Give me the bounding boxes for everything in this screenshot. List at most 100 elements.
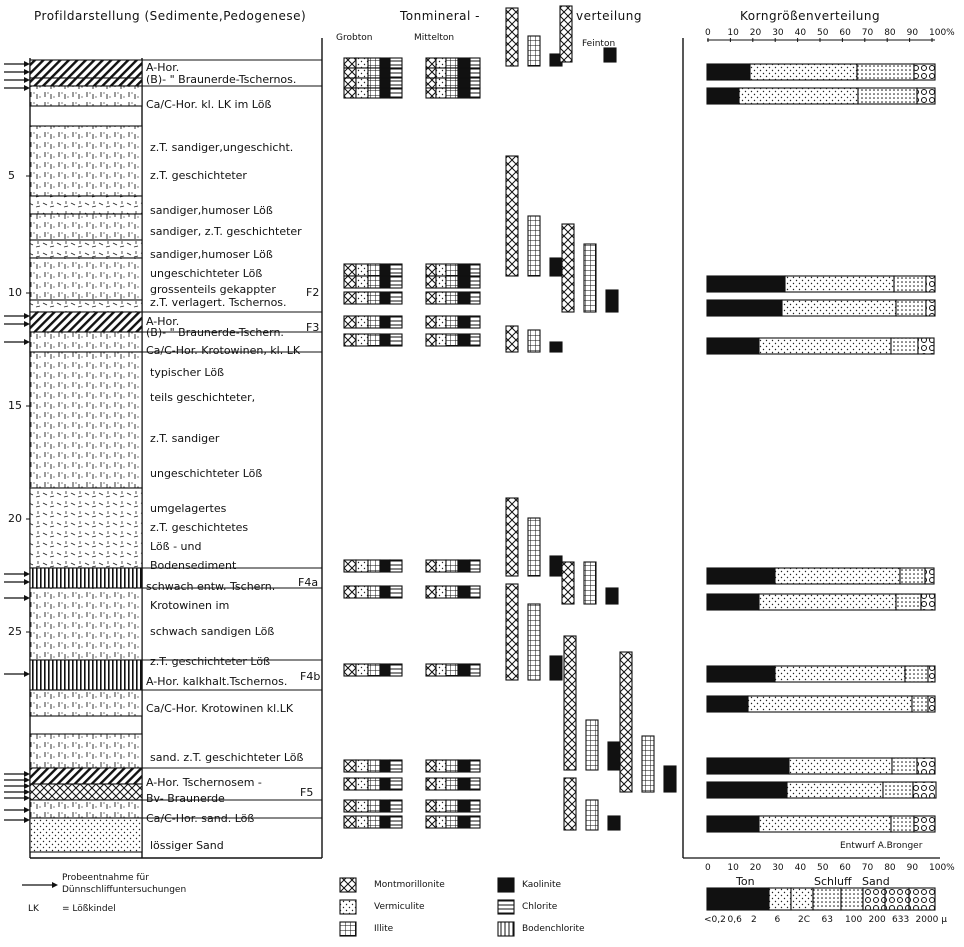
sample-arrow-head bbox=[24, 771, 30, 777]
grain-scale-bottom-label: 70 bbox=[861, 863, 874, 873]
grobton-bar bbox=[389, 559, 403, 573]
feinton-bar bbox=[549, 341, 563, 353]
clay-mineral-header-2: verteilung bbox=[576, 9, 643, 23]
grobton-bar bbox=[389, 585, 403, 599]
grain-size-bar bbox=[920, 593, 936, 611]
feinton-bar bbox=[605, 289, 619, 313]
mittelton-bar bbox=[469, 559, 481, 573]
grain-size-class-label: 633 bbox=[892, 915, 910, 925]
grain-size-bar bbox=[916, 87, 936, 105]
sample-arrow-head bbox=[24, 789, 30, 795]
layer-description: sandiger,humoser Löß bbox=[150, 248, 273, 261]
layer-description: ungeschichteter Löß bbox=[150, 267, 263, 280]
feinton-bar bbox=[605, 587, 619, 605]
paleosol-label-f2: F2 bbox=[306, 286, 320, 299]
mittelton-bar bbox=[469, 663, 481, 677]
layer-description: ungeschichteter Löß bbox=[150, 467, 263, 480]
grain-scale-bottom-label: 0 bbox=[705, 863, 711, 873]
soil-layer bbox=[29, 659, 143, 691]
grain-scale-bottom-label: 30 bbox=[772, 863, 784, 873]
grain-size-bar bbox=[925, 299, 936, 317]
grobton-label: Grobton bbox=[336, 33, 373, 43]
feinton-bar bbox=[563, 635, 577, 771]
layer-description: Krotowinen im bbox=[150, 599, 230, 612]
grobton-bar bbox=[389, 815, 403, 829]
grain-size-class-label: 200 bbox=[868, 915, 886, 925]
sample-arrow-head bbox=[24, 339, 30, 345]
grain-size-class-label: 2C bbox=[798, 915, 811, 925]
depth-label: 10 bbox=[8, 286, 22, 299]
feinton-bar bbox=[563, 777, 577, 831]
mittelton-bar bbox=[469, 87, 481, 99]
grobton-bar bbox=[389, 777, 403, 791]
layer-description: Bodensediment bbox=[150, 559, 237, 572]
grain-size-bar bbox=[924, 567, 935, 585]
layer-description: z.T. sandiger,ungeschicht. bbox=[150, 141, 294, 154]
layer-description: z.T. sandiger bbox=[150, 432, 220, 445]
grain-scale-bottom-label: 20 bbox=[749, 863, 762, 873]
horizon-label: (B)- " Braunerde-Tschern. bbox=[146, 326, 284, 339]
soil-layer bbox=[29, 817, 143, 853]
mittelton-bar bbox=[469, 759, 481, 773]
horizon-label: A-Hor. kalkhalt.Tschernos. bbox=[146, 675, 288, 688]
legend-montmorillonite: Montmorillonite bbox=[374, 880, 445, 890]
legend-vermiculite: Vermiculite bbox=[374, 902, 425, 912]
feinton-bar bbox=[561, 561, 575, 605]
mittelton-bar bbox=[469, 275, 481, 289]
sample-arrow-head bbox=[24, 571, 30, 577]
grobton-bar bbox=[389, 87, 403, 99]
depth-label: 20 bbox=[8, 512, 22, 525]
layer-description: z.T. geschichtetes bbox=[150, 521, 249, 534]
horizon-label: (B)- " Braunerde-Tschernos. bbox=[146, 73, 297, 86]
feinton-bar bbox=[549, 655, 563, 681]
grobton-bar bbox=[389, 663, 403, 677]
grain-size-bar bbox=[917, 337, 935, 355]
sample-arrow-head bbox=[24, 671, 30, 677]
layer-description: sandiger, z.T. geschichteter bbox=[150, 225, 302, 238]
soil-layer bbox=[29, 733, 143, 769]
feinton-bar bbox=[527, 215, 541, 277]
feinton-bar-top-2 bbox=[603, 47, 617, 63]
legend-lk-text: = Lößkindel bbox=[62, 904, 116, 914]
sample-arrow-head bbox=[24, 807, 30, 813]
paleosol-label-f3: F3 bbox=[306, 321, 320, 334]
feinton-bar bbox=[585, 719, 599, 771]
feinton-label: Feinton bbox=[582, 39, 616, 49]
horizon-label: Ca/C-Hor. sand. Löß bbox=[146, 812, 255, 825]
soil-layer bbox=[29, 257, 143, 301]
grain-legend-sand: Sand bbox=[862, 875, 890, 888]
feinton-bar bbox=[583, 561, 597, 605]
legend-swatch-illite bbox=[339, 921, 357, 937]
feinton-bar bbox=[505, 583, 519, 681]
clay-mineral-header: Tonmineral - bbox=[400, 9, 481, 23]
feinton-bar bbox=[585, 799, 599, 831]
grain-scale-bottom-label: 100% bbox=[929, 863, 955, 873]
legend-swatch-kaolinite bbox=[497, 877, 515, 893]
paleosol-label-f4a: F4a bbox=[298, 576, 319, 589]
sample-arrow-head bbox=[24, 313, 30, 319]
mittelton-bar bbox=[469, 333, 481, 347]
grain-size-bar bbox=[913, 815, 936, 833]
grobton-bar bbox=[389, 291, 403, 305]
feinton-bar-top bbox=[527, 35, 541, 67]
layer-description: sandiger,humoser Löß bbox=[150, 204, 273, 217]
soil-layer bbox=[29, 587, 143, 661]
grobton-bar bbox=[389, 315, 403, 329]
legend-bodenchlorite: Bodenchlorite bbox=[522, 924, 585, 934]
horizon-label: A-Hor. bbox=[146, 315, 180, 328]
layer-description: schwach sandigen Löß bbox=[150, 625, 275, 638]
grain-scale-top-label: 60 bbox=[839, 28, 851, 38]
horizon-label: A-Hor. bbox=[146, 61, 180, 74]
soil-layer bbox=[29, 689, 143, 717]
feinton-bar bbox=[641, 735, 655, 793]
grain-size-class-label: 0,6 bbox=[727, 915, 742, 925]
grain-scale-top-label: 0 bbox=[705, 28, 711, 38]
grain-legend-sand-bar-4 bbox=[908, 887, 936, 911]
grain-scale-top-label: 70 bbox=[861, 28, 874, 38]
mittelton-bar bbox=[469, 315, 481, 329]
grain-scale-top-label: 80 bbox=[884, 28, 896, 38]
soil-layer bbox=[29, 85, 143, 107]
feinton-bar bbox=[607, 815, 621, 831]
mittelton-bar bbox=[469, 291, 481, 305]
horizon-label: Bv- Braunerde bbox=[146, 792, 225, 805]
